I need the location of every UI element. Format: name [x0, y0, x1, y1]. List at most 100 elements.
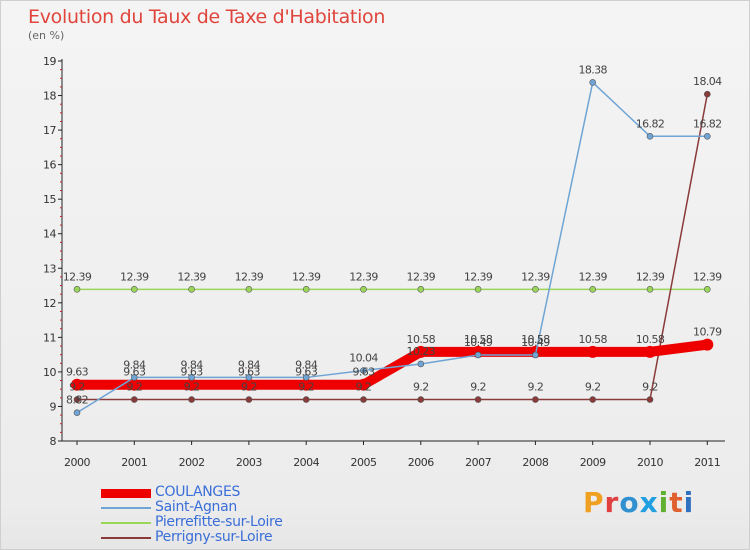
data-point	[302, 374, 310, 381]
data-label: 10.58	[464, 333, 493, 346]
data-label: 12.39	[578, 270, 607, 283]
data-point	[703, 90, 711, 98]
legend-label: Pierrefitte-sur-Loire	[155, 514, 283, 530]
data-point	[73, 409, 81, 416]
data-point	[302, 396, 310, 403]
data-label: 9.2	[642, 381, 658, 394]
y-tick-label: 13	[43, 262, 56, 275]
data-label: 9.2	[241, 381, 257, 394]
chart-axes: 8 9 10 11 12 13 14 15 16 17 18 19 2000 2001 2002 2003 20…	[43, 55, 725, 469]
data-label: 10.04	[349, 352, 378, 365]
data-label: 12.39	[521, 270, 550, 283]
data-label: 9.84	[123, 358, 146, 371]
legend-label: Saint-Agnan	[155, 499, 237, 515]
data-label: 12.39	[464, 270, 493, 283]
y-tick-label: 15	[43, 193, 56, 206]
x-tick-label: 2006	[408, 456, 434, 469]
data-point	[128, 378, 141, 391]
data-label: 9.84	[181, 358, 204, 371]
data-point	[589, 79, 597, 86]
x-tick-label: 2004	[293, 456, 319, 469]
series-coulanges	[71, 338, 714, 391]
data-label: 12.39	[177, 270, 206, 283]
logo-letter: i	[683, 486, 695, 519]
data-point	[73, 396, 81, 403]
data-point	[185, 378, 198, 391]
data-label: 9.2	[126, 381, 142, 394]
data-point	[188, 374, 195, 381]
data-point	[73, 286, 81, 293]
legend-label: COULANGES	[155, 484, 241, 500]
chart-title: Evolution du Taux de Taxe d'Habitation	[28, 6, 386, 28]
data-point	[644, 345, 656, 358]
legend-item: COULANGES	[101, 484, 361, 500]
data-point	[474, 396, 482, 403]
y-tick-label: 18	[43, 90, 56, 103]
legend-swatch	[101, 488, 151, 498]
data-point	[302, 286, 310, 293]
data-label: 10.23	[407, 345, 436, 358]
data-point	[188, 396, 195, 403]
data-point	[474, 286, 482, 293]
data-point	[417, 360, 425, 368]
data-label: 10.79	[693, 326, 722, 339]
data-point	[703, 286, 711, 293]
data-point	[589, 286, 597, 293]
legend-swatch	[101, 507, 151, 509]
data-label: 16.82	[636, 117, 665, 130]
data-point	[242, 378, 255, 391]
data-label: 12.39	[349, 270, 378, 283]
y-tick-label: 8	[50, 435, 57, 448]
legend-label: Perrigny-sur-Loire	[155, 529, 273, 545]
data-label: 12.39	[120, 270, 149, 283]
data-label: 9.2	[470, 381, 486, 394]
x-tick-label: 2003	[236, 456, 262, 469]
legend-swatch	[101, 537, 151, 539]
data-label: 12.39	[63, 270, 92, 283]
logo-letter: i	[658, 486, 670, 519]
data-point	[188, 286, 195, 293]
data-label: 16.82	[693, 117, 722, 130]
data-label: 8.82	[66, 394, 88, 407]
data-point	[703, 133, 711, 140]
x-tick-label: 2002	[179, 456, 205, 469]
chart-subtitle: (en %)	[28, 29, 65, 42]
data-point	[131, 374, 138, 381]
data-label: 9.2	[528, 381, 544, 394]
data-label: 12.39	[693, 270, 722, 283]
data-point	[417, 396, 425, 403]
x-tick-label: 2011	[694, 456, 720, 469]
logo-letter: x	[639, 486, 659, 519]
data-label: 10.58	[407, 333, 436, 346]
y-tick-label: 16	[43, 159, 56, 172]
y-tick-label: 19	[43, 55, 56, 68]
data-label: 9.2	[413, 381, 429, 394]
data-point	[532, 396, 539, 403]
data-point	[131, 396, 138, 403]
data-label: 9.2	[69, 381, 85, 394]
data-point	[360, 396, 367, 403]
data-point	[245, 286, 253, 293]
y-tick-label: 17	[43, 124, 56, 137]
logo-letter: r	[604, 486, 620, 519]
y-tick-label: 10	[43, 366, 56, 379]
data-label: 9.63	[123, 366, 146, 379]
data-label: 12.39	[407, 270, 436, 283]
data-point	[414, 345, 427, 358]
data-label: 12.39	[292, 270, 321, 283]
y-tick-label: 12	[43, 297, 56, 310]
data-label: 12.39	[235, 270, 264, 283]
data-point	[532, 351, 539, 359]
data-label: 10.49	[464, 336, 493, 349]
series-layer	[71, 79, 714, 416]
data-point	[646, 133, 654, 140]
data-point	[646, 396, 654, 403]
data-point	[586, 345, 599, 358]
data-label: 9.2	[298, 381, 314, 394]
data-label: 9.2	[356, 381, 372, 394]
legend-item: Saint-Agnan	[101, 499, 361, 515]
x-tick-label: 2008	[522, 456, 548, 469]
data-label: 9.63	[352, 366, 375, 379]
